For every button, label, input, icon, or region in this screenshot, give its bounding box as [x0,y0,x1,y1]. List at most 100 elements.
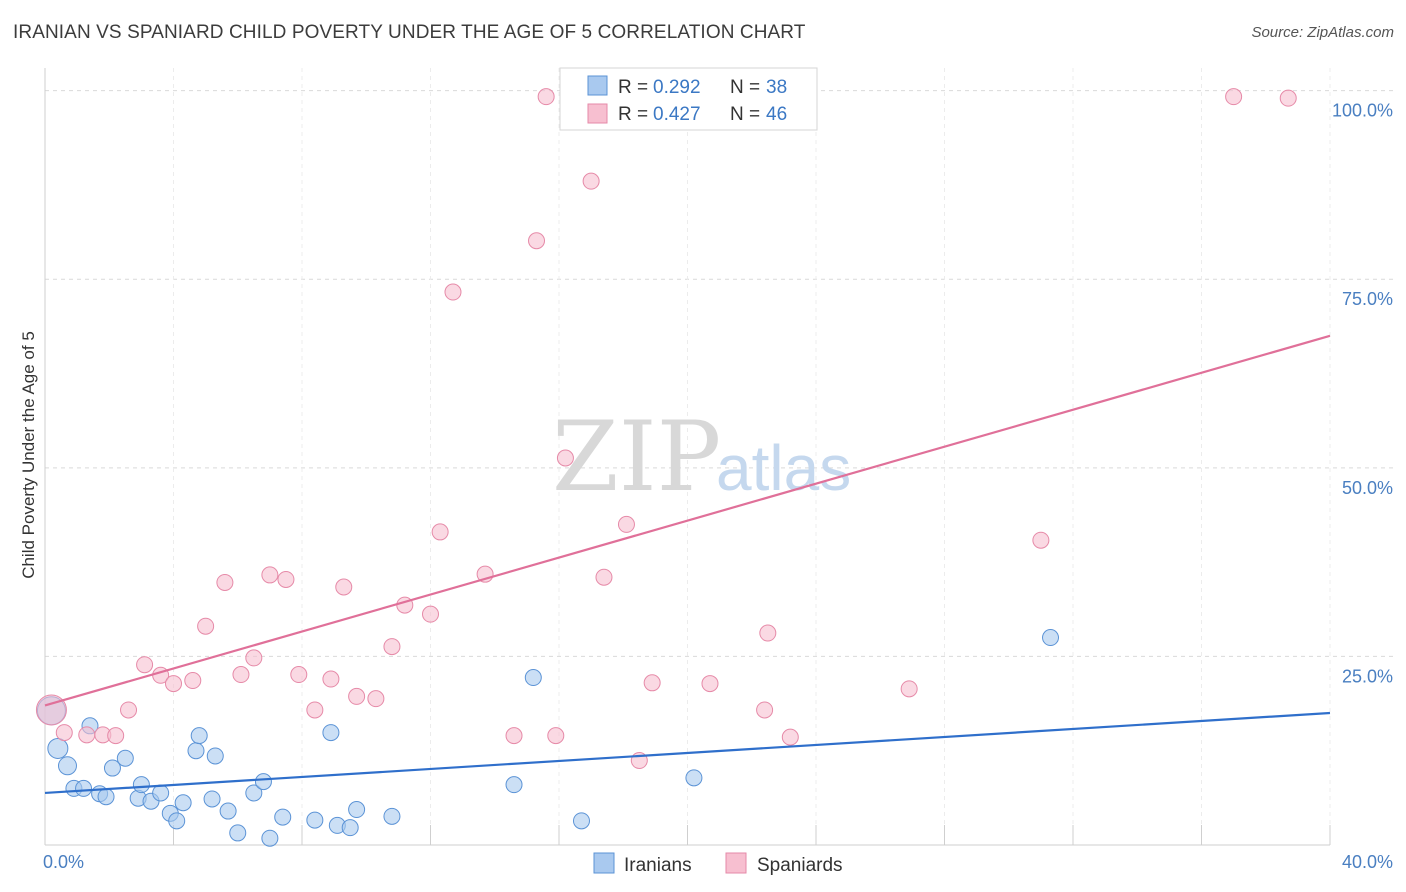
x-tick-label-max: 40.0% [1342,852,1393,872]
iranian-point-22 [229,824,247,842]
spaniard-point-16 [290,666,308,684]
bottom-legend: Iranians Spaniards [593,852,843,876]
spaniard-point-24 [422,605,439,623]
source-label: Source: ZipAtlas.com [1251,24,1394,41]
iranian-point-9 [116,749,134,767]
spaniard-point-25 [431,523,449,541]
spaniard-point-29 [528,232,546,250]
iranian-point-36 [685,769,703,787]
iranian-point-19 [203,790,221,808]
spaniard-point-5 [120,701,138,719]
iranian-point-35 [572,812,590,830]
bottom-legend-swatch-spaniards [725,852,747,874]
iranian-point-34 [524,669,542,687]
iranian-point-24 [254,773,272,791]
spaniard-point-13 [245,649,263,667]
y-tick-label-75: 75.0% [1342,289,1393,309]
spaniard-point-2 [78,726,96,744]
spaniard-point-28 [505,727,523,745]
spaniard-point-30 [537,88,555,106]
spaniard-point-26 [444,283,462,301]
spaniard-point-43 [1032,531,1050,549]
spaniard-point-1 [55,724,73,742]
x-tick-label-min: 0.0% [43,852,84,872]
trend-lines [44,334,1331,795]
iranian-point-33 [505,776,523,794]
y-tick-labels: 25.0% 50.0% 75.0% 100.0% [1332,101,1393,687]
iranian-point-11 [132,776,150,794]
spaniard-point-34 [595,568,613,586]
iranian-trend-line [44,711,1331,795]
spaniard-point-39 [756,701,774,719]
x-ticks [44,825,1331,845]
iranian-point-27 [306,811,324,829]
spaniard-point-4 [107,727,125,745]
spaniard-point-12 [232,666,250,684]
spaniard-point-11 [216,573,234,591]
iranian-point-7 [97,788,115,806]
iranian-point-15 [168,812,186,830]
spaniard-point-45 [1279,89,1297,107]
spaniard-point-8 [165,675,182,693]
spaniard-point-14 [261,566,279,584]
spaniard-point-33 [582,172,600,190]
iranian-point-21 [219,802,237,820]
iranian-point-37 [1042,629,1060,647]
legend-box: R = 0.292 N = 38 R = 0.427 N = 46 [559,67,818,131]
legend-spaniards-n-label: N = [730,104,760,125]
iranians-points [36,629,1060,847]
spaniard-point-17 [306,701,324,719]
spaniard-point-32 [556,449,574,467]
spaniard-point-40 [759,624,777,642]
iranian-point-30 [341,819,359,837]
grid-layer [45,68,1393,845]
legend-iranians-n-label: N = [730,77,760,98]
spaniard-point-37 [643,674,661,692]
iranian-point-8 [103,759,121,777]
y-tick-label-25: 25.0% [1342,666,1393,686]
bottom-legend-swatch-iranians [593,852,615,874]
spaniard-point-15 [277,570,295,588]
watermark-zip: ZIP [552,401,721,513]
spaniard-point-38 [701,675,719,693]
iranian-point-32 [383,807,401,825]
spaniard-point-10 [197,617,215,635]
iranian-point-17 [187,742,205,760]
bottom-legend-iranians: Iranians [624,855,692,876]
iranian-point-28 [322,724,340,742]
spaniard-point-42 [900,680,918,698]
spaniard-point-19 [335,578,353,596]
spaniard-point-21 [367,690,385,708]
spaniard-point-41 [781,728,799,746]
spaniard-point-44 [1225,88,1243,106]
legend-swatch-iranians [587,75,608,96]
iranian-point-2 [57,756,77,776]
spaniard-point-35 [617,515,635,533]
legend-spaniards-r-value: 0.427 [653,104,701,125]
legend-iranians-r-label: R = [618,77,648,98]
legend-spaniards-r-label: R = [618,104,648,125]
spaniard-point-31 [547,727,565,745]
iranian-point-20 [206,747,224,765]
iranian-point-13 [152,784,170,802]
spaniard-point-6 [136,656,154,674]
iranian-point-23 [245,784,263,802]
spaniard-point-18 [322,670,340,688]
iranian-point-31 [348,801,366,819]
iranian-point-18 [190,727,208,745]
legend-iranians-r-value: 0.292 [653,77,701,98]
legend-spaniards-n-value: 46 [766,104,787,125]
spaniard-point-9 [184,672,202,690]
y-tick-label-100: 100.0% [1332,101,1393,121]
iranian-point-1 [47,737,69,759]
y-tick-label-50: 50.0% [1342,478,1393,498]
spaniard-point-22 [383,638,401,656]
chart-title: IRANIAN VS SPANIARD CHILD POVERTY UNDER … [13,22,806,43]
spaniard-point-20 [348,687,366,705]
bottom-legend-spaniards: Spaniards [757,855,843,876]
iranian-point-16 [174,794,192,812]
spaniards-points [35,88,1297,770]
iranian-point-26 [274,808,292,826]
iranian-point-4 [75,779,93,797]
spaniard-trend-line [44,334,1331,707]
